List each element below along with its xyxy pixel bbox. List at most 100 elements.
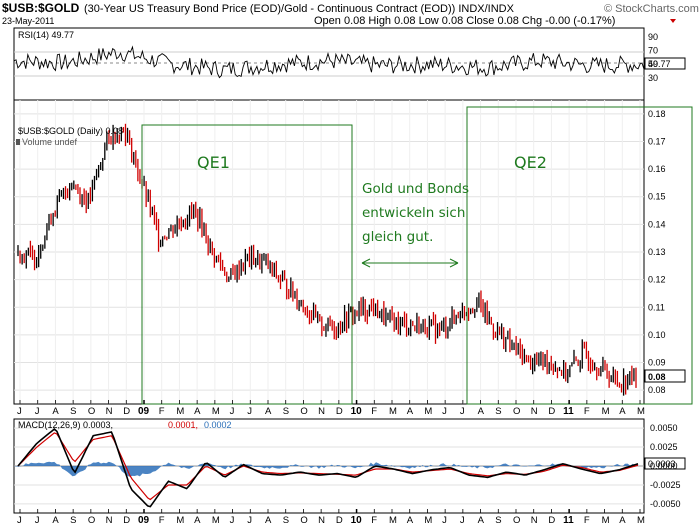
price-tick-label: 0.15 (648, 192, 666, 202)
x-month-label: D (336, 515, 343, 526)
x-month-label: A (619, 515, 626, 526)
macd-label-prefix: MACD(12,26,9) 0.0003, (18, 420, 113, 430)
x-month-label: D (548, 406, 555, 417)
x-month-label: F (584, 406, 590, 417)
x-month-label: A (619, 406, 626, 417)
macd-panel: MACD(12,26,9) 0.0003, 0.0001, 0.0002 0.0… (13, 418, 686, 514)
x-month-label: O (300, 515, 307, 526)
x-month-label: S (495, 406, 501, 417)
macd-label-hist: 0.0002 (204, 420, 232, 430)
x-month-label: O (300, 406, 307, 417)
x-month-label: N (318, 406, 325, 417)
x-month-label: A (194, 515, 201, 526)
price-tick-label: 0.10 (648, 330, 666, 340)
macd-tick-label: -0.0050 (650, 499, 681, 509)
qe1-label: QE1 (197, 153, 230, 172)
chart-description: (30-Year US Treasury Bond Price (EOD)/Go… (84, 3, 515, 15)
x-month-label: N (531, 406, 538, 417)
price-badge-value: 0.08 (648, 372, 666, 382)
double-arrow-icon (361, 258, 459, 268)
x-month-label: N (106, 515, 113, 526)
x-month-label: D (336, 406, 343, 417)
x-year-label: 11 (563, 406, 574, 417)
x-month-label: S (495, 515, 501, 526)
rsi-tick-label: 90 (648, 32, 658, 42)
rsi-frame (13, 27, 645, 101)
volume-icon (16, 139, 20, 145)
price-tick-label: 0.11 (648, 302, 665, 312)
volume-label: Volume undef (22, 137, 78, 147)
macd-badge (644, 457, 686, 470)
x-axis-middle: J J A S O N D 09 F M A M J J A S O N D 10 F M A M J J A S O N D 11 F M A M (17, 400, 645, 417)
x-month-label: A (52, 515, 59, 526)
watermark: © StockCharts.com (604, 3, 699, 15)
macd-tick-label: -0.0025 (650, 480, 681, 490)
price-tick-label: 0.13 (648, 247, 666, 257)
x-month-label: N (106, 406, 113, 417)
x-axis-bottom: J J A S O N D 09 F M A M J J A S O N D 10 F M A M J J A S O N D 11 F M A M (17, 509, 645, 526)
x-month-label: D (123, 515, 130, 526)
x-month-label: S (70, 515, 76, 526)
price-tick-label: 0.18 (648, 109, 666, 119)
annotation-line-2: entwickeln sich (362, 205, 465, 221)
x-month-label: O (88, 406, 95, 417)
x-month-label: D (123, 406, 130, 417)
x-month-label: J (442, 515, 447, 526)
x-month-label: M (212, 406, 220, 417)
price-legend: $USB:$GOLD (Daily) 0.08 (18, 126, 123, 136)
price-tick-label: 0.12 (648, 275, 666, 285)
x-year-label: 09 (138, 406, 150, 417)
qe2-label: QE2 (514, 153, 547, 172)
x-month-label: N (318, 515, 325, 526)
price-tick-label: 0.09 (648, 358, 666, 368)
x-month-label: M (602, 406, 610, 417)
x-month-label: F (159, 515, 165, 526)
annotation-line-3: gleich gut. (362, 229, 433, 245)
x-month-label: S (283, 515, 289, 526)
x-month-label: J (247, 406, 252, 417)
x-month-label: J (35, 406, 40, 417)
x-month-label: A (194, 406, 201, 417)
price-panel: $USB:$GOLD (Daily) 0.08 Volume undef 0.0… (13, 99, 686, 405)
macd-tick-label: 0.0000 (650, 461, 678, 471)
macd-badge-value: 0.0003 (648, 459, 676, 469)
rsi-tick-label: 70 (648, 46, 658, 56)
x-year-label: 11 (563, 515, 574, 526)
rsi-badge-value: 49.77 (648, 59, 671, 69)
x-month-label: M (602, 515, 610, 526)
x-month-label: J (247, 515, 252, 526)
x-month-label: A (478, 406, 485, 417)
x-month-label: N (531, 515, 538, 526)
rsi-tick-label: 30 (648, 73, 658, 83)
x-month-label: J (230, 515, 235, 526)
x-month-label: M (389, 406, 397, 417)
x-month-label: O (513, 406, 520, 417)
annotation-line-1: Gold und Bonds (362, 181, 469, 197)
macd-histogram (14, 461, 638, 477)
rsi-line (13, 45, 645, 79)
x-month-label: J (230, 406, 235, 417)
chevron-down-icon (670, 19, 676, 23)
x-month-label: J (460, 515, 465, 526)
chart-symbol: $USB:$GOLD (2, 1, 80, 15)
x-month-label: F (584, 515, 590, 526)
x-month-label: J (17, 515, 22, 526)
x-month-label: A (407, 515, 414, 526)
x-year-label: 10 (351, 406, 363, 417)
chart-date: 23-May-2011 (2, 16, 54, 26)
macd-line (17, 428, 639, 508)
price-tick-label: 0.16 (648, 164, 666, 174)
x-year-label: 09 (138, 515, 150, 526)
x-month-label: M (424, 406, 432, 417)
macd-label-signal: 0.0001, (168, 420, 198, 430)
x-month-label: A (265, 406, 272, 417)
x-month-label: J (460, 406, 465, 417)
x-month-label: A (478, 515, 485, 526)
x-month-label: M (637, 406, 645, 417)
x-month-label: S (70, 406, 76, 417)
x-month-label: F (371, 515, 377, 526)
x-month-label: S (283, 406, 289, 417)
x-month-label: M (176, 406, 184, 417)
price-badge (644, 369, 686, 383)
